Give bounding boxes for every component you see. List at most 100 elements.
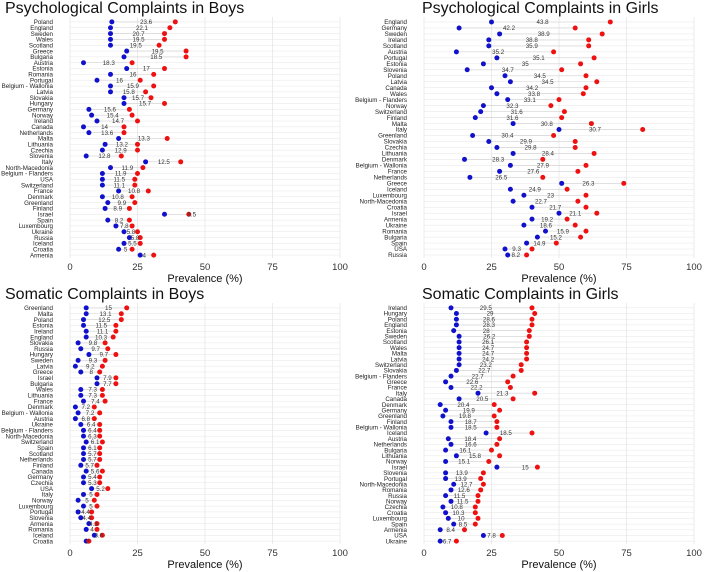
data-point-blue <box>467 174 473 180</box>
category-label: France <box>388 169 408 176</box>
data-label: 6.1 <box>91 439 100 446</box>
data-point-blue <box>443 447 449 453</box>
data-point-red <box>497 407 503 413</box>
data-point-blue <box>105 217 111 223</box>
data-label: 7.8 <box>120 223 129 230</box>
category-label: USA <box>40 486 54 493</box>
data-point-red <box>86 538 92 544</box>
data-point-blue <box>494 144 500 150</box>
data-point-blue <box>99 170 105 176</box>
data-label: 7.2 <box>86 410 95 417</box>
data-point-red <box>102 398 108 404</box>
data-point-red <box>572 144 578 150</box>
data-label: 15 <box>105 305 112 312</box>
data-label: 33.1 <box>524 97 537 104</box>
data-point-red <box>497 453 503 459</box>
category-label: Portugal <box>384 476 407 483</box>
data-point-red <box>575 198 581 204</box>
category-label: Canada <box>385 85 407 92</box>
data-point-blue <box>505 97 511 103</box>
category-label: France <box>388 385 408 392</box>
data-label: 22.1 <box>136 25 149 32</box>
data-point-blue <box>121 240 127 246</box>
data-point-red <box>97 445 103 451</box>
data-label: 5.7 <box>88 457 97 464</box>
data-point-blue <box>480 532 486 538</box>
data-label: 30.4 <box>501 133 514 140</box>
category-label: Romania <box>382 487 407 494</box>
data-label: 29 <box>487 311 494 318</box>
category-label: Greenland <box>378 413 407 420</box>
chart-title: Somatic Complaints in Girls <box>422 286 619 303</box>
data-point-red <box>607 19 613 25</box>
category-label: Belgium - Wallonia <box>356 163 408 170</box>
data-point-blue <box>108 83 113 89</box>
data-label: 9.9 <box>118 200 127 207</box>
data-point-red <box>99 532 105 538</box>
category-label: North-Macedonia <box>360 198 408 205</box>
data-point-red <box>89 509 95 515</box>
data-point-red <box>118 311 124 317</box>
data-point-red <box>580 91 586 97</box>
data-point-red <box>583 192 589 198</box>
category-label: Denmark <box>382 402 408 409</box>
data-label: 18.7 <box>465 419 478 426</box>
data-point-blue <box>116 188 122 194</box>
data-point-blue <box>502 73 508 79</box>
data-point-blue <box>116 246 122 252</box>
data-point-blue <box>94 77 100 83</box>
category-label: North-Macedonia <box>6 433 54 440</box>
data-label: 13.2 <box>116 142 129 149</box>
data-label: 11.5 <box>457 499 469 506</box>
data-label: 12.5 <box>98 317 111 324</box>
data-point-red <box>480 470 486 476</box>
data-point-blue <box>521 222 527 228</box>
data-point-blue <box>94 381 100 387</box>
data-label: 18.5 <box>500 430 513 437</box>
category-label: Bulgaria <box>384 447 407 454</box>
data-label: 19.2 <box>541 216 554 223</box>
data-point-red <box>599 31 605 37</box>
data-point-blue <box>445 436 451 442</box>
category-label: Ireland <box>388 305 407 312</box>
category-label: Ireland <box>388 37 407 44</box>
data-point-blue <box>81 398 86 404</box>
data-label: 15.1 <box>458 459 471 466</box>
data-point-red <box>97 433 103 439</box>
data-label: 19.5 <box>130 42 143 49</box>
data-label: 4.3 <box>89 521 98 528</box>
data-point-blue <box>510 198 516 204</box>
data-point-red <box>583 73 589 79</box>
data-point-blue <box>443 458 449 464</box>
data-label: 15.2 <box>550 234 563 241</box>
data-point-blue <box>81 427 86 433</box>
data-label: 11.1 <box>113 182 125 189</box>
data-point-blue <box>480 61 486 67</box>
data-point-red <box>135 229 140 235</box>
data-point-red <box>135 170 140 176</box>
panel-somatic-boys: Somatic Complaints in Boys 0 25 50 75 100 Gre… <box>0 286 354 572</box>
data-label: 18.4 <box>464 436 477 443</box>
data-point-red <box>137 77 143 83</box>
data-label: 5.7 <box>88 451 97 458</box>
category-label: Romania <box>382 228 407 235</box>
data-label: 12.9 <box>115 147 128 154</box>
category-label: Spain <box>391 521 407 528</box>
data-point-blue <box>448 373 454 379</box>
data-point-blue <box>86 521 92 527</box>
category-label: Norway <box>386 459 408 466</box>
category-label: Spain <box>391 240 407 247</box>
data-label: 27.6 <box>527 169 540 176</box>
data-label: 12.8 <box>98 153 111 160</box>
data-label: 34.2 <box>526 85 539 92</box>
category-label: Wales <box>390 345 407 352</box>
data-point-blue <box>78 462 84 468</box>
data-label: 22.7 <box>535 198 548 205</box>
category-label: Belgium - Wallonia <box>356 425 408 432</box>
data-label: 10 <box>458 516 465 523</box>
data-label: 35.2 <box>492 49 505 56</box>
data-point-blue <box>529 204 535 210</box>
data-point-red <box>132 182 138 188</box>
data-label: 15.7 <box>132 95 145 102</box>
category-label: Ukraine <box>386 222 408 229</box>
